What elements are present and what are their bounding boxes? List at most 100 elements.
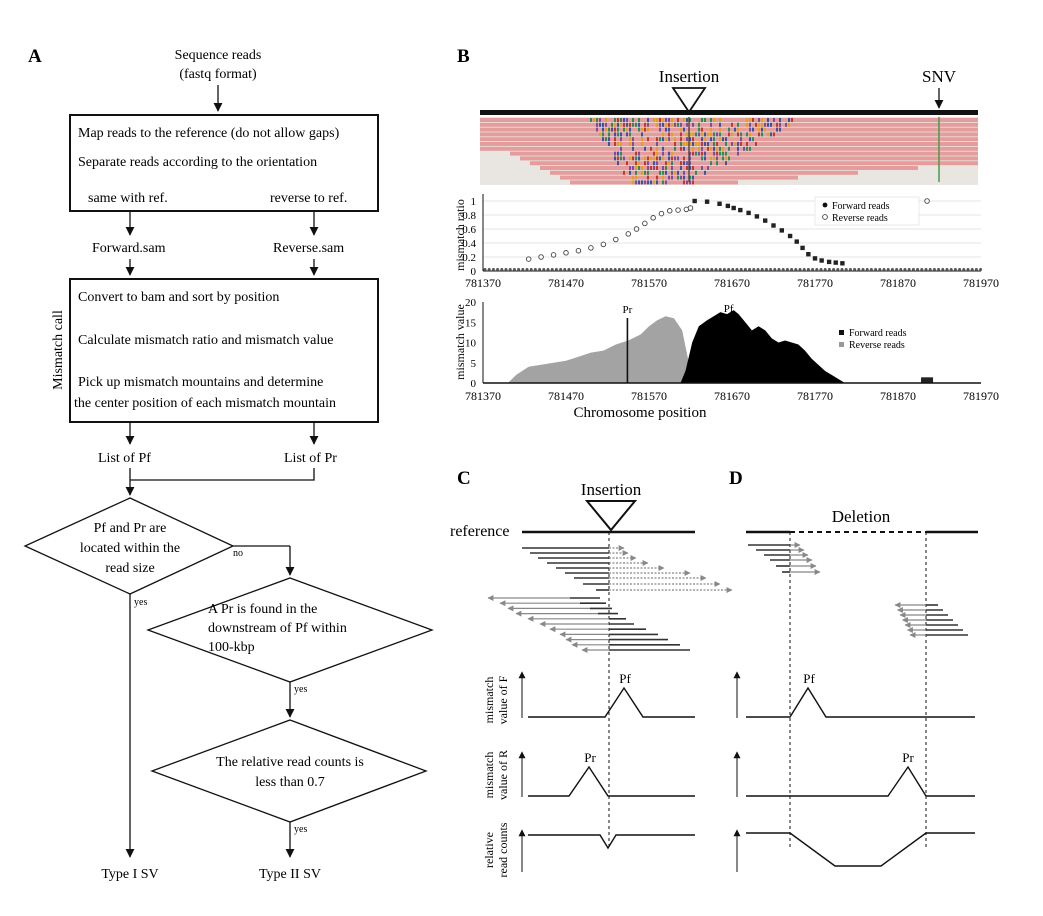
reverse-read-point <box>538 254 544 260</box>
mismatch-base <box>674 156 676 161</box>
type2-label: Type II SV <box>259 867 321 882</box>
x-tick-label: 781470 <box>548 276 584 290</box>
mismatch-base <box>596 127 598 132</box>
mismatch-base <box>713 146 715 151</box>
mismatch-base <box>617 118 619 122</box>
mismatch-base <box>692 142 694 146</box>
mismatch-base <box>686 161 688 166</box>
mismatch-base <box>656 156 658 161</box>
baseline-read-marker <box>676 268 680 271</box>
mismatch-base <box>752 127 754 132</box>
y-tick-label: 10 <box>465 338 477 350</box>
mismatch-base <box>707 146 709 151</box>
mismatch-base <box>614 132 616 137</box>
panel-b: B Insertion SNV 0 0.2 0.4 0.6 0.8 1 781370 7814… <box>453 46 999 421</box>
mismatch-base <box>746 142 748 146</box>
panel-c: C Insertion reference Pf Pr <box>450 468 733 872</box>
mismatch-base <box>668 132 670 137</box>
baseline-read-marker <box>500 268 504 271</box>
c-f-curve <box>528 686 695 718</box>
mismatch-base <box>635 151 637 156</box>
x-tick-label: 781670 <box>714 276 750 290</box>
mismatch-base <box>605 122 607 127</box>
mismatch-base <box>680 132 682 137</box>
mismatch-base <box>641 180 643 185</box>
b-read-alignment <box>480 117 978 185</box>
mismatch-base <box>662 180 664 185</box>
mismatch-base <box>614 118 616 122</box>
baseline-read-marker <box>504 268 508 271</box>
mismatch-base <box>680 137 682 142</box>
d2-line2: downstream of Pf within <box>208 621 347 636</box>
mismatch-base <box>710 118 712 122</box>
mismatch-base <box>611 122 613 127</box>
mismatch-value-chart: 0 5 10 15 20 781370 781470 781570 781670 781770 78… <box>453 297 999 403</box>
b-insertion-label: Insertion <box>659 67 720 86</box>
mismatch-base <box>725 137 727 142</box>
mismatch-base <box>665 161 667 166</box>
c-pf-label: Pf <box>619 671 631 686</box>
mismatch-base <box>641 132 643 137</box>
baseline-read-marker <box>970 268 974 271</box>
mismatch-base <box>668 175 670 180</box>
baseline-read-marker <box>945 268 949 271</box>
read-row <box>480 118 978 122</box>
mismatch-base <box>692 175 694 180</box>
mismatch-base <box>743 146 745 151</box>
mismatch-base <box>767 132 769 137</box>
baseline-read-marker <box>840 268 844 271</box>
mismatch-base <box>746 132 748 137</box>
mismatch-base <box>620 151 622 156</box>
baseline-read-marker <box>886 268 890 271</box>
read-row <box>480 122 978 127</box>
mismatch-base <box>656 146 658 151</box>
mismatch-base <box>656 166 658 170</box>
baseline-read-marker <box>815 268 819 271</box>
baseline-read-marker <box>781 268 785 271</box>
mismatch-base <box>689 151 691 156</box>
mismatch-base <box>653 180 655 185</box>
mismatch-base <box>683 118 685 122</box>
baseline-read-marker <box>701 268 705 271</box>
baseline-read-marker <box>962 268 966 271</box>
mismatch-base <box>713 156 715 161</box>
mismatch-base <box>671 170 673 175</box>
reverse-read-point <box>550 252 557 258</box>
reverse-sam: Reverse.sam <box>273 241 344 256</box>
baseline-read-marker <box>685 268 689 271</box>
mismatch-base <box>614 122 616 127</box>
baseline-read-marker <box>773 268 777 271</box>
mismatch-base <box>680 175 682 180</box>
mismatch-base <box>758 127 760 132</box>
baseline-read-marker <box>727 268 731 271</box>
mismatch-base <box>749 137 751 142</box>
baseline-read-marker <box>718 268 722 271</box>
mismatch-base <box>617 161 619 166</box>
mismatch-base <box>701 142 703 146</box>
mismatch-base <box>767 118 769 122</box>
baseline-read-marker <box>743 268 747 271</box>
d3-yes-label: yes <box>294 824 307 835</box>
baseline-read-marker <box>924 268 928 271</box>
mismatch-base <box>686 118 688 122</box>
mismatch-base <box>701 137 703 142</box>
mismatch-base <box>704 137 706 142</box>
y-tick-label: 0.8 <box>462 210 476 222</box>
mismatch-base <box>776 122 778 127</box>
mismatch-base <box>611 127 613 132</box>
baseline-read-marker <box>525 268 529 271</box>
d2-yes-label: yes <box>294 684 307 695</box>
panel-d-letter: D <box>729 468 743 489</box>
mismatch-base <box>725 161 727 166</box>
list-pf: List of Pf <box>98 451 151 466</box>
mismatch-base <box>713 137 715 142</box>
mismatch-base <box>710 146 712 151</box>
mismatch-base <box>701 127 703 132</box>
d3-line1: The relative read counts is <box>216 755 364 770</box>
mismatch-base <box>602 127 604 132</box>
mismatch-base <box>623 118 625 122</box>
x-tick-label: 781770 <box>797 276 833 290</box>
mismatch-base <box>689 156 691 161</box>
mismatch-base <box>626 132 628 137</box>
mismatch-base <box>665 127 667 132</box>
